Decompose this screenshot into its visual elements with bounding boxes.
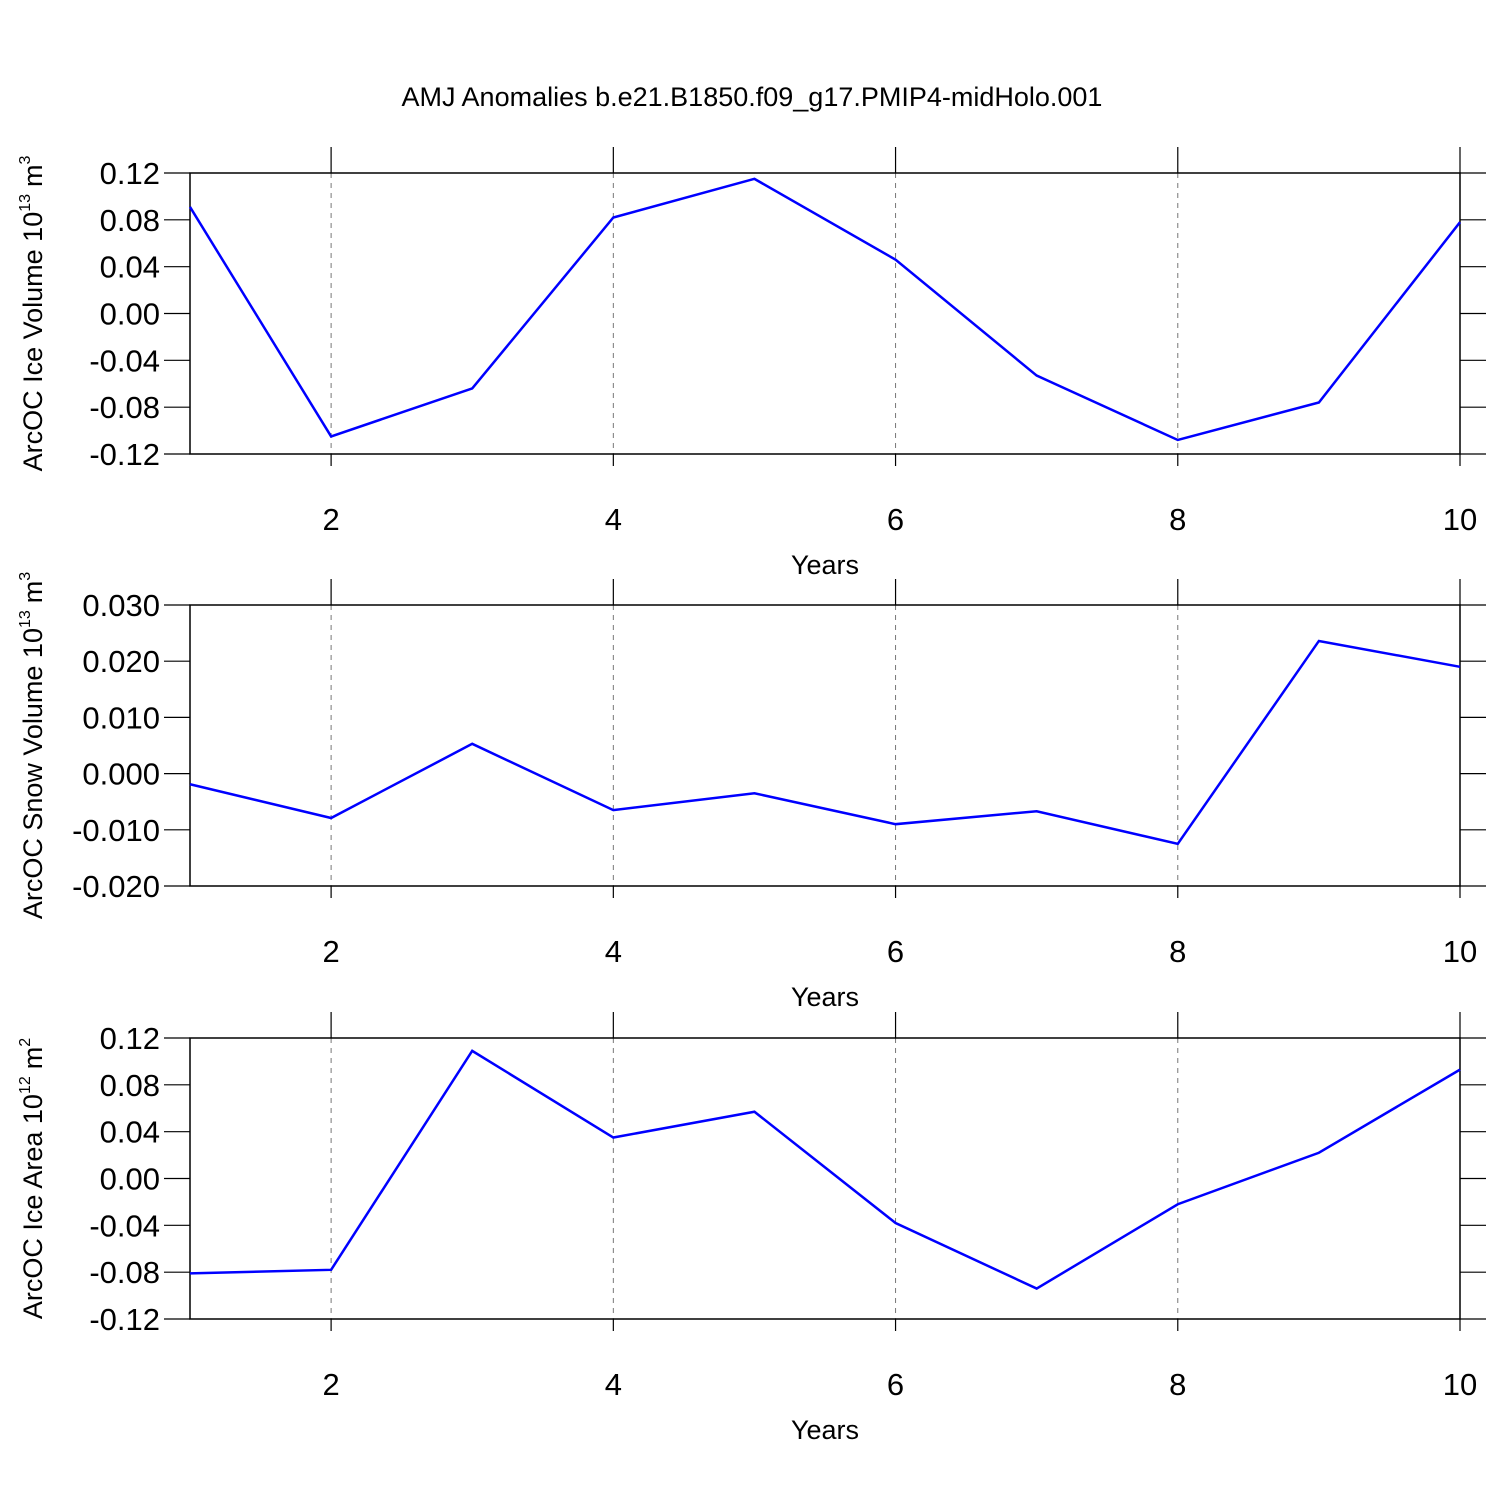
y-tick-label: -0.04 [89,1208,160,1243]
y-tick-label: 0.04 [100,1115,160,1150]
y-tick-label: 0.12 [100,1021,160,1056]
y-axis-label-text: ArcOC Ice Volume 10 [18,212,48,472]
panel: 2 4 6 8 10 0.030 0.020 0.010 0.000 -0.010 -0.020 Ye… [17,572,1486,1012]
y-axis-label-exp: 12 [17,1076,34,1094]
y-axis-label-unit-exp: 3 [17,572,34,581]
x-tick-label: 8 [1169,1367,1186,1402]
y-tick-label: 0.010 [82,700,160,735]
panel: 2 4 6 8 10 0.12 0.08 0.04 0.00 -0.04 -0.08 -0.12 Yea… [17,1012,1486,1445]
x-tick-label: 4 [605,1367,622,1402]
y-tick-label: -0.04 [89,343,160,378]
x-tick-label: 10 [1443,1367,1477,1402]
x-tick-label: 6 [887,502,904,537]
panel: 2 4 6 8 10 0.12 0.08 0.04 0.00 -0.04 -0.08 -0.12 Yea… [17,147,1486,580]
y-axis-label-unit: m [18,1047,48,1070]
y-tick-label: 0.00 [100,297,160,332]
y-axis-label-exp: 13 [17,194,34,212]
x-tick-label: 2 [322,502,339,537]
y-tick-label: 0.08 [100,203,160,238]
y-axis-label: ArcOC Snow Volume 1013 m3 [17,572,48,919]
y-tick-label: 0.000 [82,757,160,792]
y-axis-label-text: ArcOC Ice Area 10 [18,1094,48,1319]
x-tick-label: 2 [322,934,339,969]
data-line [189,639,1461,846]
y-tick-label: -0.08 [89,390,160,425]
y-tick-label: 0.020 [82,644,160,679]
x-axis-label: Years [791,1415,859,1445]
y-tick-label: 0.12 [100,156,160,191]
plot-frame [189,604,1461,887]
plot-frame [189,1037,1461,1320]
x-tick-label: 6 [887,1367,904,1402]
y-axis-label-unit-exp: 2 [17,1038,34,1047]
y-tick-label: 0.04 [100,250,160,285]
y-tick-label: 0.030 [82,588,160,623]
y-tick-label: 0.00 [100,1162,160,1197]
y-axis-label: ArcOC Ice Area 1012 m2 [17,1038,48,1319]
figure-title: AMJ Anomalies b.e21.B1850.f09_g17.PMIP4-… [402,82,1103,112]
x-axis-label: Years [791,550,859,580]
x-tick-label: 6 [887,934,904,969]
y-tick-label: -0.08 [89,1255,160,1290]
y-tick-label: -0.12 [89,1302,160,1337]
x-tick-label: 8 [1169,502,1186,537]
x-axis-label: Years [791,982,859,1012]
y-tick-label: -0.010 [72,813,160,848]
x-tick-label: 2 [322,1367,339,1402]
y-axis-label: ArcOC Ice Volume 1013 m3 [17,155,48,471]
x-tick-label: 4 [605,934,622,969]
data-line [189,1049,1461,1290]
x-tick-label: 8 [1169,934,1186,969]
y-axis-label-exp: 13 [17,610,34,628]
y-axis-label-text: ArcOC Snow Volume 10 [18,628,48,919]
y-tick-label: 0.08 [100,1068,160,1103]
y-axis-label-unit-exp: 3 [17,155,34,164]
data-line [188,177,1461,442]
x-tick-label: 10 [1443,934,1477,969]
y-tick-label: -0.020 [72,869,160,904]
x-tick-label: 10 [1443,502,1477,537]
y-tick-label: -0.12 [89,437,160,472]
x-tick-label: 4 [605,502,622,537]
y-axis-label-unit: m [18,581,48,604]
plot-frame [189,172,1461,455]
y-axis-label-unit: m [18,164,48,187]
